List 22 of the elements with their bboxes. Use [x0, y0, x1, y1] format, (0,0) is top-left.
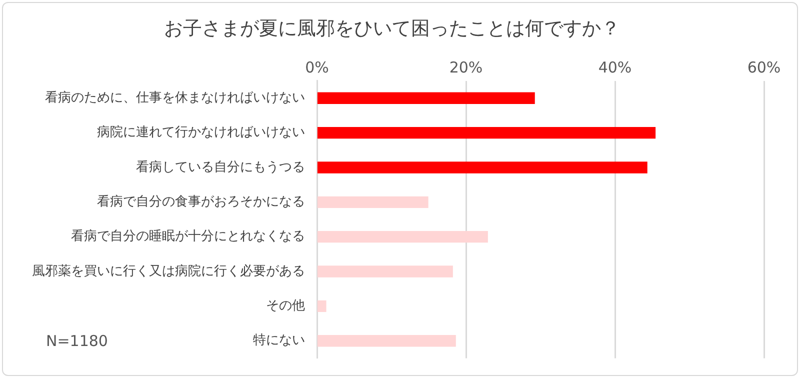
bar: [317, 126, 656, 139]
bar: [317, 92, 535, 104]
text: N=1180: [46, 332, 108, 350]
y-tick-label: 特にない: [253, 333, 305, 348]
y-tick-label: 病院に連れて行かなければいけない: [97, 125, 305, 140]
y-tick-label: その他: [266, 298, 305, 314]
y-tick-label: 看病している自分にもうつる: [136, 160, 305, 175]
bar: [317, 300, 326, 312]
y-tick-label: 風邪薬を買いに行く又は病院に行く必要がある: [32, 264, 305, 279]
x-tick-label: 60%: [747, 58, 781, 77]
y-tick-label: 看病のために、仕事を休まなければいけない: [45, 90, 305, 106]
y-tick-label: 看病で自分の食事がおろそかになる: [97, 194, 305, 210]
bar: [317, 196, 428, 208]
chart-title: お子さまが夏に風邪をひいて困ったことは何ですか？: [164, 17, 620, 40]
y-tick-label: 看病で自分の睡眠が十分にとれなくなる: [71, 229, 305, 244]
bar: [317, 231, 488, 243]
x-tick-label: 20%: [449, 58, 483, 77]
bar: [317, 162, 648, 174]
bar: [317, 335, 456, 347]
x-tick-label: 40%: [598, 58, 632, 77]
x-tick-label: 0%: [305, 58, 329, 77]
bar: [317, 266, 453, 278]
